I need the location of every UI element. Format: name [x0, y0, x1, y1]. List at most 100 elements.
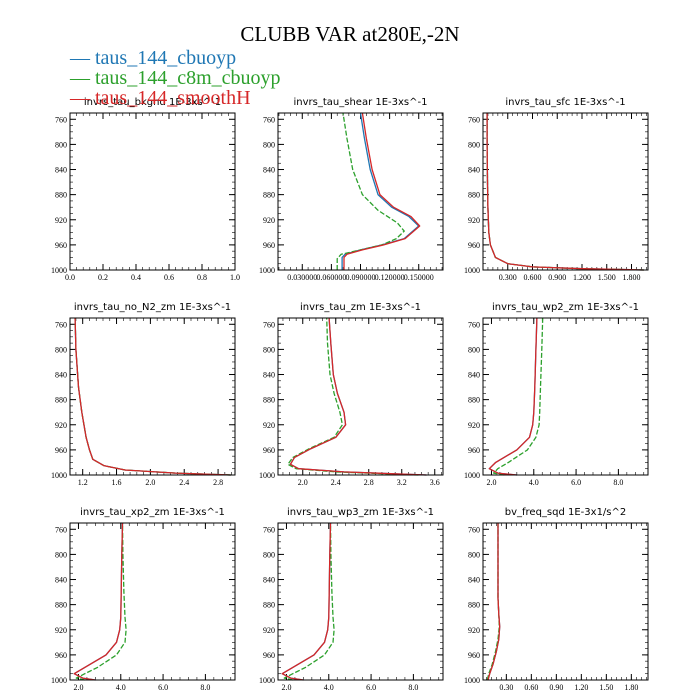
y-tick-label: 880: [468, 396, 480, 405]
x-tick-label: 8.0: [200, 683, 210, 692]
y-tick-label: 800: [468, 550, 480, 559]
y-tick-label: 1000: [464, 471, 480, 480]
panel-3: invrs_tau_sfc 1E-3xs^-1 760 800 840 880 920 96…: [464, 97, 649, 282]
y-tick-label: 920: [468, 626, 480, 635]
legend-line-icon: —: [70, 67, 90, 89]
series-line-taus_144_c8m_cbuoyp: [486, 113, 644, 271]
x-tick-label: 1.50: [599, 683, 613, 692]
x-tick-label: 0.6: [164, 273, 174, 282]
y-tick-label: 880: [55, 191, 67, 200]
y-tick-label: 800: [55, 550, 67, 559]
y-tick-label: 920: [263, 421, 275, 430]
x-tick-label: 0.120000: [375, 273, 405, 282]
x-tick-label: 1.0: [230, 273, 240, 282]
y-tick-label: 880: [468, 191, 480, 200]
series-line-taus_144_cbuoyp: [486, 113, 644, 271]
x-tick-label: 0.150000: [404, 273, 434, 282]
y-tick-label: 1000: [51, 266, 67, 275]
x-tick-label: 4.0: [116, 683, 126, 692]
y-tick-label: 880: [55, 601, 67, 610]
y-tick-label: 760: [263, 525, 275, 534]
series-line-taus_144_c8m_cbuoyp: [283, 522, 335, 681]
y-tick-label: 1000: [464, 266, 480, 275]
y-tick-label: 1000: [259, 471, 275, 480]
x-tick-label: 2.0: [486, 478, 496, 487]
x-tick-label: 6.0: [158, 683, 168, 692]
legend-label: taus_144_cbuoyp: [95, 47, 237, 69]
x-tick-label: 0.030000: [287, 273, 317, 282]
x-tick-label: 0.30: [499, 683, 513, 692]
x-tick-label: 2.0: [281, 683, 291, 692]
series-line-taus_144_smoothH: [488, 317, 538, 476]
y-tick-label: 760: [263, 320, 275, 329]
x-tick-label: 0.90: [549, 683, 563, 692]
x-tick-label: 2.4: [179, 478, 189, 487]
panel-title: invrs_tau_wp3_zm 1E-3xs^-1: [287, 507, 434, 518]
y-tick-label: 920: [468, 216, 480, 225]
series-line-taus_144_smoothH: [486, 113, 644, 271]
y-tick-label: 840: [468, 576, 480, 585]
panel-frame: [69, 112, 236, 271]
y-tick-label: 760: [55, 320, 67, 329]
y-tick-label: 800: [468, 140, 480, 149]
x-tick-label: 0.60: [524, 683, 538, 692]
panel-2: invrs_tau_shear 1E-3xs^-1 760 800 840 880 920…: [259, 97, 444, 282]
x-tick-label: 0.060000: [316, 273, 346, 282]
panel-title: invrs_tau_wp2_zm 1E-3xs^-1: [492, 302, 639, 313]
y-tick-label: 760: [55, 115, 67, 124]
panel-title: invrs_tau_no_N2_zm 1E-3xs^-1: [74, 302, 231, 313]
series-line-taus_144_cbuoyp: [289, 317, 427, 476]
series-line-taus_144_smoothH: [289, 317, 427, 476]
series-line-taus_144_c8m_cbuoyp: [74, 317, 231, 476]
panel-title: invrs_tau_shear 1E-3xs^-1: [294, 97, 428, 108]
panel-5: invrs_tau_zm 1E-3xs^-1 760 800 840 880 920 960…: [259, 302, 444, 487]
series-line-taus_144_smoothH: [487, 523, 501, 681]
legend-entry-c8m-cbuoyp: — taus_144_c8m_cbuoyp: [70, 68, 281, 88]
y-tick-label: 920: [55, 421, 67, 430]
y-tick-label: 800: [55, 345, 67, 354]
panel-9: bv_freq_sqd 1E-3x1/s^2 760 800 840 880 920 960…: [464, 507, 649, 692]
y-tick-label: 840: [55, 166, 67, 175]
series-line-taus_144_cbuoyp: [74, 317, 231, 476]
y-tick-label: 1000: [259, 676, 275, 685]
y-tick-label: 1000: [51, 471, 67, 480]
x-tick-label: 1.20: [574, 683, 588, 692]
series-line-taus_144_c8m_cbuoyp: [287, 317, 419, 476]
x-tick-label: 0.600: [524, 273, 542, 282]
x-tick-label: 1.2: [78, 478, 88, 487]
y-tick-label: 920: [263, 626, 275, 635]
y-tick-label: 760: [468, 525, 480, 534]
x-tick-label: 1.500: [598, 273, 616, 282]
x-tick-label: 1.6: [112, 478, 122, 487]
legend-line-icon: —: [70, 87, 90, 109]
y-tick-label: 960: [263, 446, 275, 455]
x-tick-label: 4.0: [529, 478, 539, 487]
x-tick-label: 3.6: [430, 478, 440, 487]
panel-frame: [482, 112, 649, 271]
y-tick-label: 760: [263, 115, 275, 124]
x-tick-label: 0.900: [548, 273, 566, 282]
x-tick-label: 2.0: [73, 683, 83, 692]
legend-entry-cbuoyp: — taus_144_cbuoyp: [70, 48, 236, 68]
x-tick-label: 2.0: [145, 478, 155, 487]
x-tick-label: 0.2: [98, 273, 108, 282]
y-tick-label: 840: [468, 166, 480, 175]
y-tick-label: 760: [468, 320, 480, 329]
x-tick-label: 0.4: [131, 273, 141, 282]
series-line-taus_144_c8m_cbuoyp: [336, 112, 405, 270]
y-tick-label: 840: [263, 371, 275, 380]
series-line-taus_144_c8m_cbuoyp: [492, 317, 544, 476]
x-tick-label: 1.200: [573, 273, 591, 282]
y-tick-label: 960: [55, 241, 67, 250]
y-tick-label: 960: [55, 446, 67, 455]
x-tick-label: 3.2: [397, 478, 407, 487]
y-tick-label: 960: [468, 446, 480, 455]
y-tick-label: 960: [55, 651, 67, 660]
series-line-taus_144_c8m_cbuoyp: [75, 522, 127, 681]
x-tick-label: 2.8: [364, 478, 374, 487]
y-tick-label: 880: [263, 396, 275, 405]
y-tick-label: 920: [468, 421, 480, 430]
panel-7: invrs_tau_xp2_zm 1E-3xs^-1 760 800 840 880 92…: [51, 507, 236, 692]
y-tick-label: 960: [468, 241, 480, 250]
y-tick-label: 840: [468, 371, 480, 380]
